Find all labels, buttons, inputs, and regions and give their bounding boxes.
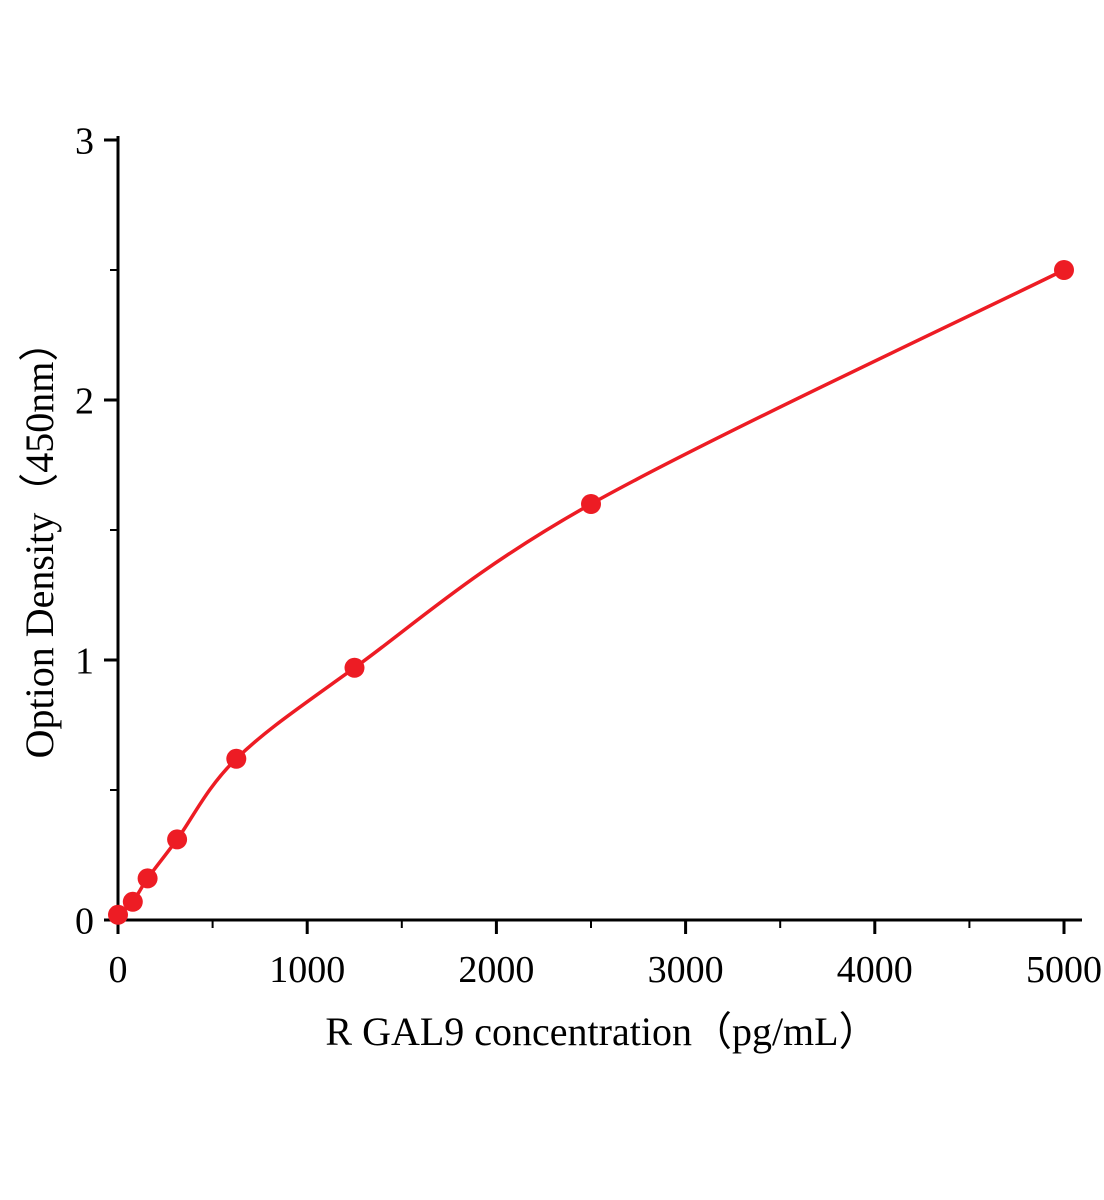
y-tick-label: 2	[75, 380, 94, 422]
x-axis-title: R GAL9 concentration（pg/mL）	[325, 1009, 879, 1054]
x-tick-label: 0	[109, 949, 128, 991]
data-point	[344, 657, 365, 678]
data-point	[581, 494, 601, 514]
x-tick-label: 2000	[458, 949, 534, 991]
y-tick-label: 1	[75, 640, 94, 682]
x-tick-label: 3000	[648, 949, 724, 991]
data-point	[167, 829, 188, 850]
data-point	[108, 904, 128, 925]
x-tick-label: 5000	[1026, 949, 1102, 991]
data-point	[137, 868, 158, 889]
data-point	[1054, 260, 1074, 280]
x-tick-label: 1000	[269, 949, 345, 991]
y-axis-title: Option Density（450nm）	[17, 321, 62, 759]
x-tick-label: 4000	[837, 949, 913, 991]
data-point	[226, 748, 247, 769]
data-point	[122, 891, 143, 912]
y-tick-label: 0	[75, 900, 94, 942]
standard-curve-line	[116, 268, 1065, 917]
y-tick-label: 3	[75, 120, 94, 162]
